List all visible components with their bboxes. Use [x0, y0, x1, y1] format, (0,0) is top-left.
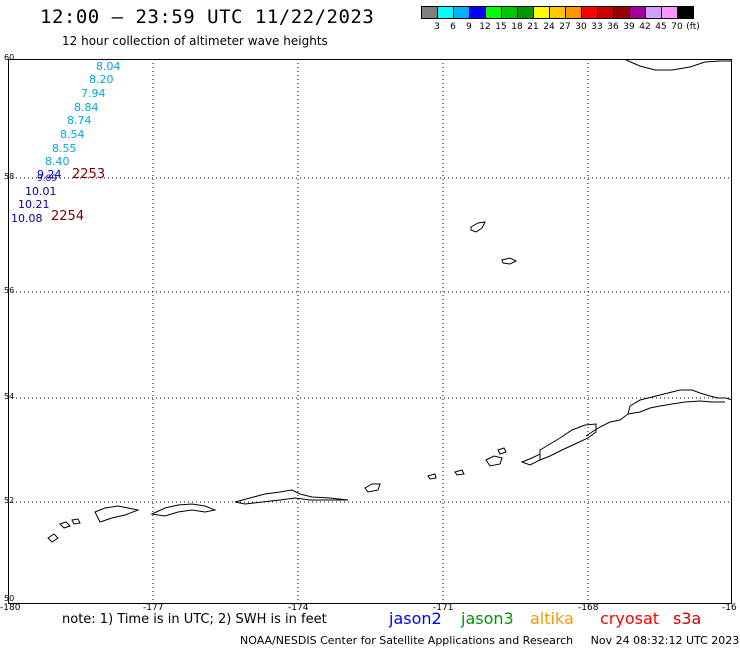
lat-label-58: 58 — [4, 172, 15, 181]
legend-label: 3 — [434, 22, 440, 32]
swh-value: 8.55 — [52, 142, 77, 155]
atka-amlia-islands — [364, 483, 381, 493]
legend-label: 15 — [495, 22, 507, 32]
legend-label: 9 — [466, 22, 472, 32]
rat-islands — [150, 503, 217, 517]
coastlines — [47, 59, 733, 543]
lon-label-180: -180 — [0, 603, 21, 613]
andreanof-islands — [234, 489, 349, 505]
legend-label: 21 — [527, 22, 539, 32]
legend-label: 30 — [575, 22, 587, 32]
swh-value: 10.21 — [18, 198, 50, 211]
legend-label: 18 — [511, 22, 523, 32]
legend-label: 27 — [559, 22, 571, 32]
legend-label: 42 — [639, 22, 651, 32]
swh-value: 8.04 — [96, 60, 121, 73]
lat-label-54: 54 — [4, 392, 15, 401]
page-title: 12:00 – 23:59 UTC 11/22/2023 — [40, 6, 375, 28]
sat-cryosat: cryosat — [600, 609, 660, 628]
legend-label: 24 — [543, 22, 555, 32]
legend-label: 33 — [591, 22, 603, 32]
sat-altika: altika — [530, 609, 574, 628]
legend-label: 6 — [450, 22, 456, 32]
swh-value: 8.74 — [67, 114, 92, 127]
lon-label-174: -174 — [288, 603, 309, 613]
lat-label-50: 50 — [4, 594, 15, 603]
graticule — [8, 59, 732, 604]
lat-label-52: 52 — [4, 496, 15, 505]
swh-value: 10.01 — [25, 185, 57, 198]
lon-label-177: -177 — [143, 603, 164, 613]
swh-value: 8.20 — [89, 73, 114, 86]
legend-label: 70 — [671, 22, 683, 32]
lat-label-60: 60 — [4, 53, 15, 62]
islands-of-four-mountains — [485, 447, 507, 467]
swh-value: 10.08 — [11, 212, 43, 225]
unalaska-island — [539, 423, 597, 461]
lon-label-168: -168 — [578, 603, 599, 613]
pass-time-label: 2253 — [72, 167, 106, 182]
credit-org: NOAA/NESDIS Center for Satellite Applica… — [240, 634, 574, 647]
near-islands-attu — [94, 505, 140, 523]
lat-label-56: 56 — [4, 286, 15, 295]
footer-note: note: 1) Time is in UTC; 2) SWH is in fe… — [62, 612, 327, 627]
credit-timestamp: Nov 24 08:32:12 UTC 2023 — [590, 634, 740, 647]
legend-label: 39 — [623, 22, 635, 32]
color-legend — [421, 6, 694, 19]
swh-value: 8.84 — [74, 101, 99, 114]
page-subtitle: 12 hour collection of altimeter wave hei… — [62, 34, 328, 48]
st-paul-island — [470, 221, 486, 233]
pass-time-label: 2254 — [51, 209, 85, 224]
legend-label: 36 — [607, 22, 619, 32]
sat-jason2: jason2 — [389, 609, 442, 628]
lon-label-165: -16 — [722, 603, 737, 613]
legend-label: 45 — [655, 22, 667, 32]
legend-swatch — [677, 6, 694, 19]
legend-label: 12 — [479, 22, 491, 32]
lon-label-171: -171 — [433, 603, 454, 613]
swh-value: 7.94 — [81, 87, 106, 100]
unimak-alaska-peninsula — [585, 389, 733, 437]
map-frame — [8, 59, 732, 604]
swh-value: 8.54 — [60, 128, 85, 141]
semichi-islands — [59, 518, 81, 529]
seguam-island — [427, 469, 465, 480]
credit-line: NOAA/NESDIS Center for Satellite Applica… — [240, 634, 739, 647]
umnak-island — [520, 453, 541, 466]
swh-value: 8.40 — [45, 155, 70, 168]
legend-label: (ft) — [686, 22, 700, 32]
st-george-island — [501, 257, 518, 265]
alaska-coast-north — [625, 59, 732, 71]
swh-value: 9.24 — [37, 168, 62, 181]
swh-value: 9.89 — [37, 174, 58, 184]
sat-s3a: s3a — [673, 609, 702, 628]
sat-jason3: jason3 — [461, 609, 514, 628]
commander-islet — [47, 533, 59, 543]
